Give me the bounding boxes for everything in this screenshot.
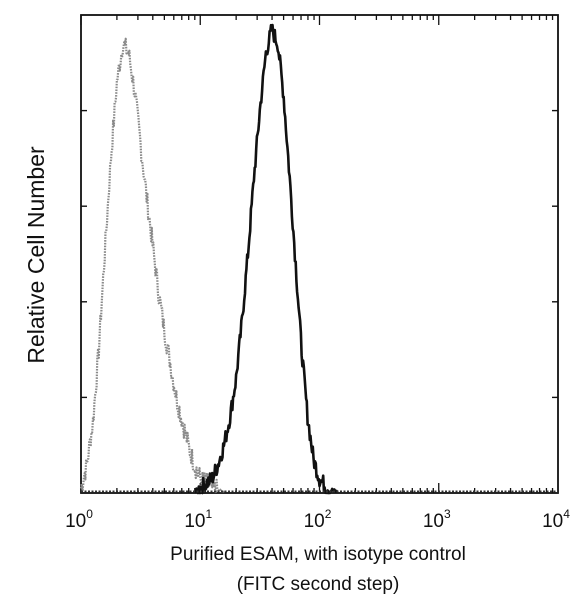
x-tick-label-0: 100 [65,507,93,532]
x-tick-label-1: 101 [184,507,212,532]
x-axis-subtitle: (FITC second step) [237,574,400,595]
x-tick-label-2: 102 [304,507,332,532]
y-axis-title: Relative Cell Number [23,146,49,364]
x-tick-label-3: 103 [423,507,451,532]
x-axis-title: Purified ESAM, with isotype control [170,544,466,565]
series-layer [79,23,558,495]
x-tick-label-4: 104 [542,507,570,532]
y-axis-ticks [81,109,558,399]
x-axis-ticks [80,15,554,493]
plot-frame [80,14,559,494]
x-axis-tick-labels: 100 101 102 103 104 [65,507,570,532]
series-line-1 [193,23,339,495]
series-line-0 [79,37,225,495]
